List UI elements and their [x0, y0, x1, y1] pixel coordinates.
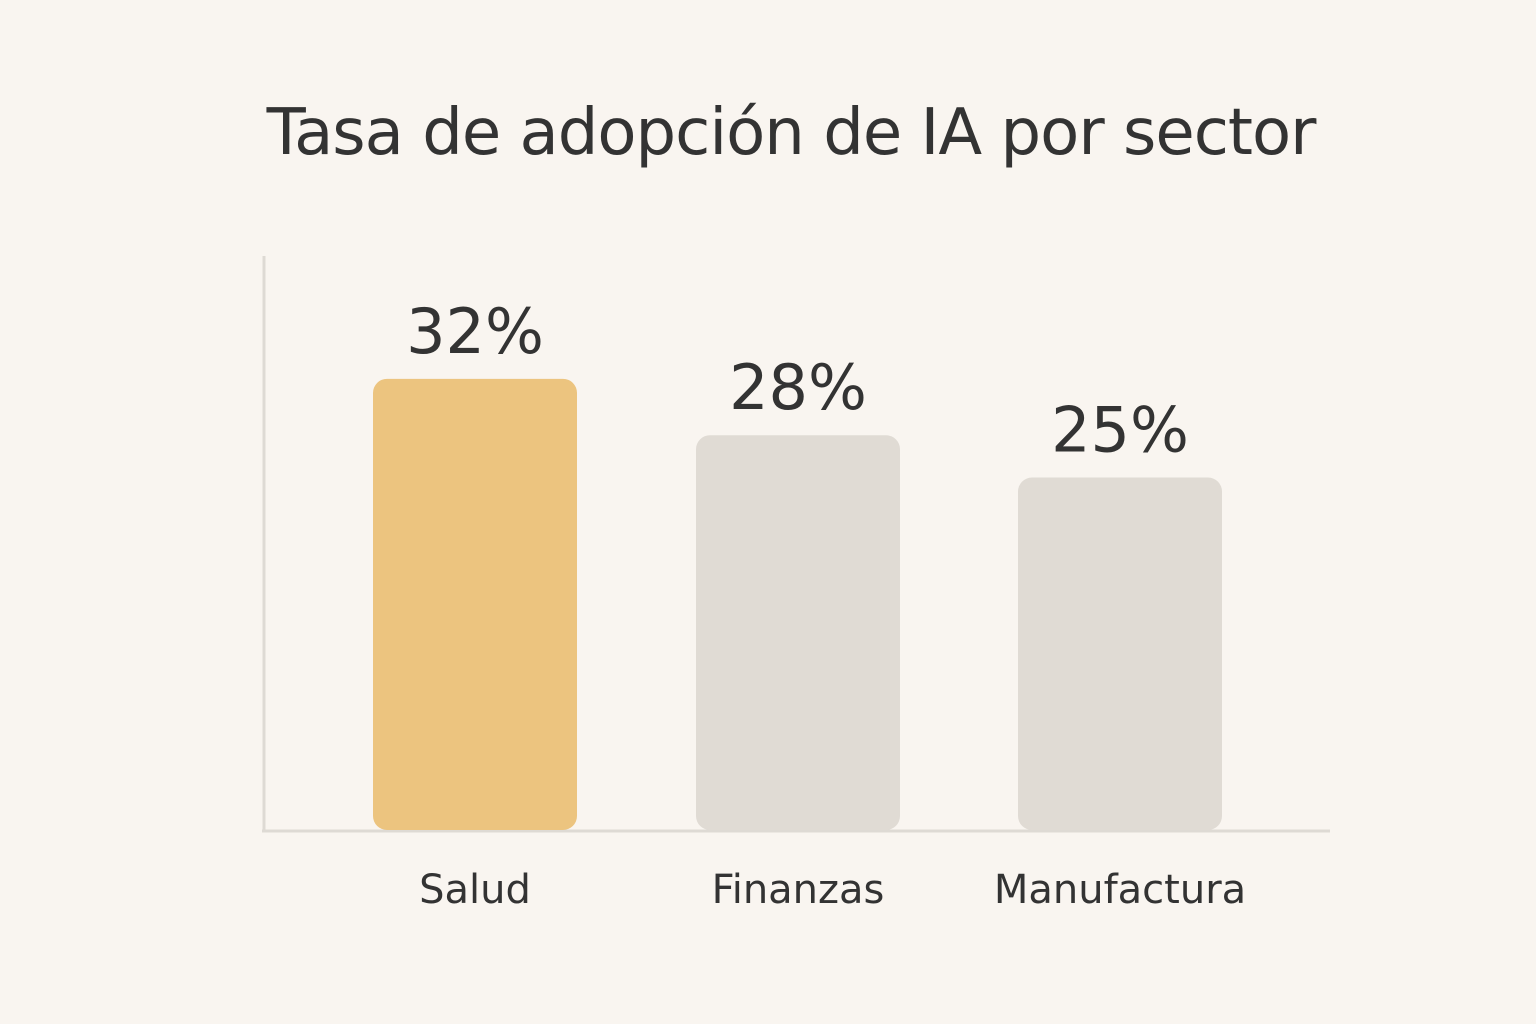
x-tick-label-finanzas: Finanzas: [712, 867, 885, 913]
bar-manufactura: [1018, 477, 1222, 830]
chart-title: Tasa de adopción de IA por sector: [266, 96, 1317, 170]
bar-finanzas: [696, 435, 900, 830]
bars-group: 32% Salud 28% Finanzas 25% Manufactura: [373, 295, 1246, 913]
x-tick-label-salud: Salud: [419, 867, 531, 913]
value-label-finanzas: 28%: [729, 351, 867, 424]
value-label-manufactura: 25%: [1051, 394, 1189, 467]
x-tick-label-manufactura: Manufactura: [994, 867, 1246, 913]
bar-salud: [373, 378, 577, 830]
value-label-salud: 32%: [406, 295, 544, 368]
